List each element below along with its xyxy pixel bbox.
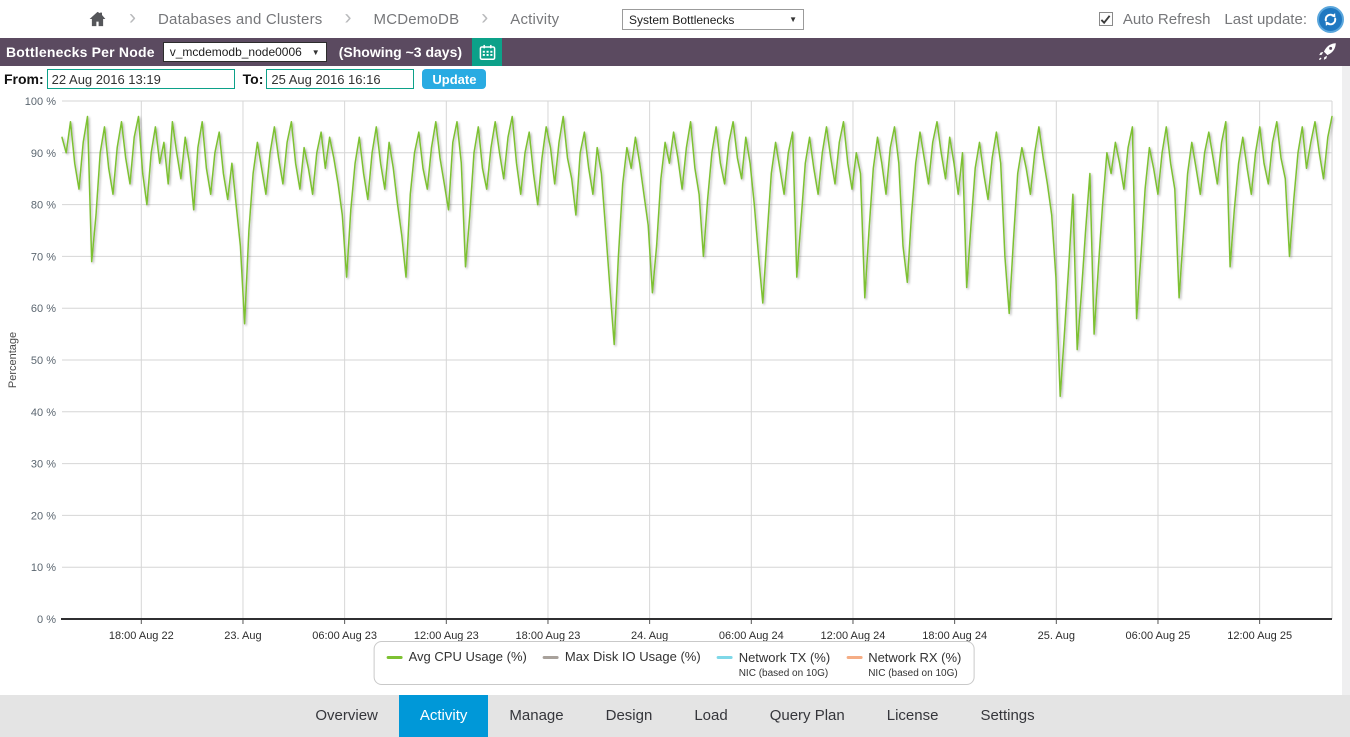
svg-text:06:00 Aug 24: 06:00 Aug 24 [719,630,784,642]
node-select[interactable]: v_mcdemodb_node0006 ▼ [162,42,327,62]
top-right-controls: Auto Refresh Last update: [1098,0,1344,38]
to-date-input[interactable]: 25 Aug 2016 16:16 [266,69,415,89]
svg-text:18:00 Aug 24: 18:00 Aug 24 [922,630,987,642]
chart-type-select[interactable]: System Bottlenecks ▼ [622,9,804,30]
chevron-right-icon: › [481,5,489,29]
calendar-button[interactable] [472,38,503,66]
legend-sublabel: NIC (based on 10G) [868,668,958,679]
svg-text:10 %: 10 % [31,562,56,574]
svg-text:23. Aug: 23. Aug [224,630,261,642]
legend-label: Max Disk IO Usage (%) [564,649,701,664]
chevron-down-icon: ▼ [789,15,797,24]
svg-text:25. Aug: 25. Aug [1038,630,1075,642]
chart-legend: Avg CPU Usage (%) Max Disk IO Usage (%) … [373,641,975,685]
rocket-icon[interactable] [1317,41,1338,67]
svg-text:80 %: 80 % [31,200,56,212]
tab-activity[interactable]: Activity [398,695,489,737]
date-filter-row: From: 22 Aug 2016 13:19 To: 25 Aug 2016 … [0,66,1350,92]
legend-label: Network RX (%) [868,650,962,665]
legend-item-network-rx[interactable]: Network RX (%) NIC (based on 10G) [846,649,961,679]
refresh-icon[interactable] [1317,5,1344,33]
tab-overview[interactable]: Overview [315,707,378,724]
svg-text:90 %: 90 % [31,148,56,160]
legend-item-network-tx[interactable]: Network TX (%) NIC (based on 10G) [716,649,831,679]
legend-label: Network TX (%) [738,650,831,665]
svg-text:12:00 Aug 24: 12:00 Aug 24 [821,630,886,642]
tab-query-plan[interactable]: Query Plan [769,707,845,724]
showing-range-label: (Showing ~3 days) [338,44,463,60]
svg-text:12:00 Aug 23: 12:00 Aug 23 [414,630,479,642]
svg-text:60 %: 60 % [31,303,56,315]
svg-text:06:00 Aug 23: 06:00 Aug 23 [312,630,377,642]
node-select-value: v_mcdemodb_node0006 [169,45,302,59]
bottlenecks-chart: 0 % 10 % 20 % 30 % 40 % 50 % 60 % 70 % 80 % 90 % 1… [7,96,1333,642]
bottlenecks-toolbar: Bottlenecks Per Node v_mcdemodb_node0006… [0,38,1350,66]
svg-text:24. Aug: 24. Aug [631,630,668,642]
tab-design[interactable]: Design [605,707,653,724]
from-label: From: [4,71,44,87]
svg-text:50 %: 50 % [31,355,56,367]
svg-text:06:00 Aug 25: 06:00 Aug 25 [1126,630,1191,642]
legend-sublabel: NIC (based on 10G) [738,668,829,679]
svg-text:100 %: 100 % [25,96,56,108]
max-disk-io-swatch [542,656,559,659]
calendar-icon [479,44,495,60]
update-button[interactable]: Update [422,69,487,89]
legend-item-avg-cpu[interactable]: Avg CPU Usage (%) [386,649,527,664]
tab-load[interactable]: Load [694,707,728,724]
chevron-right-icon: › [129,5,136,29]
auto-refresh-checkbox[interactable] [1098,12,1113,26]
breadcrumb: › Databases and Clusters › MCDemoDB › Ac… [0,5,560,30]
home-icon[interactable] [88,10,107,28]
scrollbar-track[interactable] [1342,66,1350,695]
chevron-down-icon: ▼ [311,47,320,57]
svg-text:Percentage: Percentage [7,332,19,388]
from-date-input[interactable]: 22 Aug 2016 13:19 [46,69,235,89]
last-update-label: Last update: [1224,10,1307,28]
to-label: To: [242,71,264,87]
network-rx-swatch [846,656,863,659]
chart-type-select-value: System Bottlenecks [629,12,735,27]
chevron-right-icon: › [344,5,352,29]
auto-refresh-label: Auto Refresh [1122,10,1211,28]
svg-text:0 %: 0 % [37,614,56,626]
svg-text:40 %: 40 % [31,407,56,419]
svg-text:12:00 Aug 25: 12:00 Aug 25 [1227,630,1292,642]
svg-text:30 %: 30 % [31,459,56,471]
breadcrumb-activity[interactable]: Activity [510,10,560,28]
breadcrumb-database[interactable]: MCDemoDB [373,10,460,28]
panel-title: Bottlenecks Per Node [6,44,155,60]
network-tx-swatch [716,656,733,659]
legend-label: Avg CPU Usage (%) [408,649,527,664]
svg-text:18:00 Aug 23: 18:00 Aug 23 [516,630,581,642]
legend-item-max-disk-io[interactable]: Max Disk IO Usage (%) [542,649,701,664]
svg-text:18:00 Aug 22: 18:00 Aug 22 [109,630,174,642]
breadcrumb-databases-and-clusters[interactable]: Databases and Clusters [158,10,323,28]
tab-license[interactable]: License [886,707,939,724]
top-bar: › Databases and Clusters › MCDemoDB › Ac… [0,0,1350,38]
tab-manage[interactable]: Manage [509,707,564,724]
avg-cpu-swatch [386,656,403,659]
footer-tab-bar: Overview Activity Manage Design Load Que… [0,695,1350,737]
svg-text:70 %: 70 % [31,251,56,263]
tab-settings[interactable]: Settings [980,707,1035,724]
svg-text:20 %: 20 % [31,510,56,522]
